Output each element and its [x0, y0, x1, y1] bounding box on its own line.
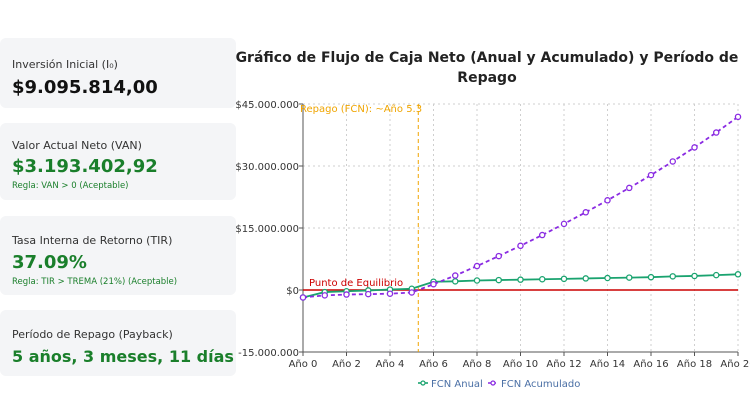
initial-investment-card: Inversión Inicial (I₀) $9.095.814,00: [0, 38, 236, 108]
payback-label: Período de Repago (Payback): [12, 328, 173, 341]
data-point-annual: [560, 275, 568, 283]
data-point-cumulative: [386, 290, 394, 297]
payback-card: Período de Repago (Payback) 5 años, 3 me…: [0, 310, 236, 376]
chart-series: [299, 113, 742, 301]
chart-title-line-1: Gráfico de Flujo de Caja Neto (Anual y A…: [236, 50, 739, 66]
x-tick-label: Año 8: [463, 359, 492, 370]
y-tick-label: $0: [286, 286, 299, 297]
legend-label-cumulative: FCN Acumulado: [501, 379, 580, 390]
y-tick-label: -15.000.000: [238, 348, 299, 359]
data-point-cumulative: [451, 272, 459, 279]
chart-title-line-2: Repago: [457, 70, 517, 86]
npv-card: Valor Actual Neto (VAN) $3.193.402,92 Re…: [0, 123, 236, 200]
legend-label-annual: FCN Anual: [431, 379, 483, 390]
data-point-annual: [626, 274, 633, 281]
irr-rule: Regla: TIR > TREMA (21%) (Aceptable): [12, 277, 178, 287]
y-tick-label: $30.000.000: [235, 162, 299, 173]
data-point-cumulative: [734, 113, 742, 121]
x-tick-label: Año 10: [503, 359, 538, 370]
y-tick-label: $45.000.000: [235, 100, 299, 111]
payback-value: 5 años, 3 meses, 11 días: [12, 347, 234, 366]
npv-value: $3.193.402,92: [12, 156, 158, 177]
legend-marker-cumulative: [490, 380, 496, 386]
data-point-annual: [604, 274, 611, 282]
data-point-annual: [691, 272, 698, 280]
x-tick-label: Año 14: [590, 359, 625, 370]
x-tick-label: Año 0: [289, 359, 318, 370]
x-tick-label: Año 4: [376, 359, 405, 370]
irr-label: Tasa Interna de Retorno (TIR): [12, 234, 173, 247]
x-tick-label: Año 2: [332, 359, 361, 370]
irr-value: 37.09%: [12, 252, 87, 273]
data-point-cumulative: [321, 292, 328, 299]
data-point-annual: [473, 277, 481, 284]
data-point-cumulative: [669, 158, 677, 165]
data-point-annual: [713, 271, 720, 279]
data-point-cumulative: [604, 197, 611, 204]
chart-axes: -15.000.000 $0 $15.000.000 $30.000.000 $45.0…: [235, 100, 750, 370]
initial-investment-value: $9.095.814,00: [12, 77, 158, 98]
npv-label: Valor Actual Neto (VAN): [12, 139, 142, 152]
data-point-annual: [582, 275, 590, 282]
initial-investment-label: Inversión Inicial (I₀): [12, 58, 118, 71]
data-point-annual: [669, 273, 677, 280]
breakeven-label: Punto de Equilibrio: [309, 278, 403, 289]
data-point-cumulative: [364, 290, 372, 298]
data-point-cumulative: [299, 294, 307, 301]
data-point-annual: [495, 276, 502, 284]
data-point-cumulative: [560, 220, 568, 228]
data-point-cumulative: [408, 289, 415, 296]
data-point-cumulative: [691, 144, 698, 151]
x-tick-label: Año 6: [419, 359, 448, 370]
data-point-cumulative: [495, 252, 502, 260]
x-tick-label: Año 16: [633, 359, 668, 370]
data-point-cumulative: [517, 242, 524, 250]
x-tick-label: Año 20: [720, 359, 750, 370]
payback-label: Repago (FCN): ~Año 5.3: [300, 104, 422, 115]
data-point-cumulative: [582, 209, 590, 216]
data-point-cumulative: [539, 231, 546, 239]
data-point-annual: [539, 276, 546, 283]
data-point-annual: [734, 271, 742, 278]
npv-rule: Regla: VAN > 0 (Aceptable): [12, 181, 129, 191]
data-point-cumulative: [343, 291, 350, 298]
data-point-annual: [647, 273, 655, 281]
chart-grid: [302, 103, 739, 353]
data-point-annual: [451, 278, 459, 285]
y-tick-label: $15.000.000: [235, 224, 299, 235]
irr-card: Tasa Interna de Retorno (TIR) 37.09% Reg…: [0, 216, 236, 295]
legend-marker-annual: [420, 380, 426, 386]
data-point-annual: [517, 276, 524, 283]
data-point-cumulative: [430, 280, 437, 288]
x-tick-label: Año 18: [677, 359, 712, 370]
data-point-cumulative: [713, 129, 720, 136]
data-point-cumulative: [647, 171, 655, 179]
x-tick-label: Año 12: [546, 359, 581, 370]
data-point-cumulative: [626, 184, 633, 192]
chart-legend: FCN Anual FCN Acumulado: [418, 379, 580, 390]
data-point-cumulative: [473, 262, 481, 270]
